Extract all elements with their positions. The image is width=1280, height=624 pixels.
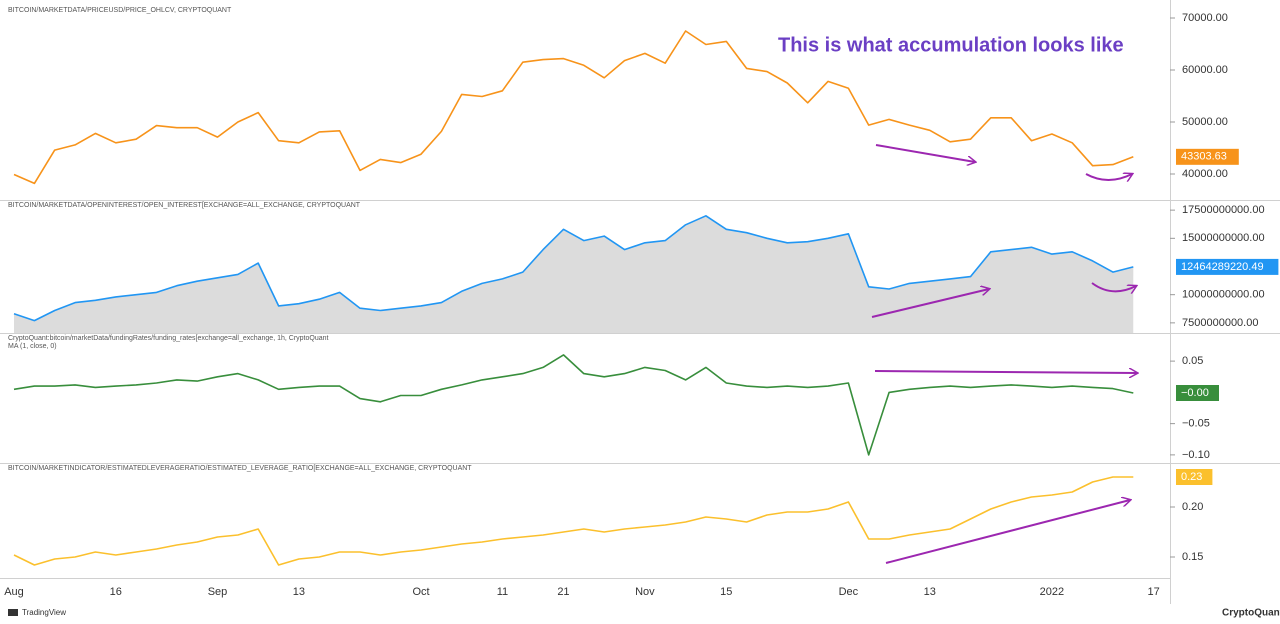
y-tick-label: 60000.00 xyxy=(1182,64,1228,76)
marks: BITCOIN/MARKETDATA/PRICEUSD/PRICE_OHLCV,… xyxy=(4,7,1279,598)
last-value-box xyxy=(1176,258,1279,275)
series-line xyxy=(13,30,1134,185)
x-tick-label: 2022 xyxy=(1040,586,1064,598)
series-line xyxy=(13,354,1134,456)
y-tick-label: 0.20 xyxy=(1182,501,1203,513)
panel-title: BITCOIN/MARKETDATA/OPENINTEREST/OPEN_INT… xyxy=(8,202,361,209)
last-value-box xyxy=(1176,469,1213,485)
last-value-label: 12464289220.49 xyxy=(1181,261,1264,273)
last-value-label: −0.00 xyxy=(1181,387,1209,399)
x-tick-label: Sep xyxy=(208,586,228,598)
last-value-label: 43303.63 xyxy=(1181,151,1227,163)
y-tick-label: 50000.00 xyxy=(1182,116,1228,128)
x-tick-label: 21 xyxy=(557,586,569,598)
series-line xyxy=(13,476,1134,566)
arrows xyxy=(871,144,1137,564)
y-tick-label: 40000.00 xyxy=(1182,168,1228,180)
y-tick-label: 10000000000.00 xyxy=(1182,289,1265,301)
frame xyxy=(0,0,1280,604)
x-tick-label: Nov xyxy=(635,586,655,598)
y-tick-label: 70000.00 xyxy=(1182,12,1228,24)
x-tick-label: Aug xyxy=(4,586,24,598)
x-tick-label: 11 xyxy=(497,586,508,598)
brand-left: TradingView xyxy=(22,608,66,617)
y-tick-label: 0.15 xyxy=(1182,551,1203,563)
last-value-box xyxy=(1176,385,1219,401)
y-tick-label: 15000000000.00 xyxy=(1182,232,1265,244)
panel-title: BITCOIN/MARKETINDICATOR/ESTIMATEDLEVERAG… xyxy=(8,465,472,472)
x-tick-label: 13 xyxy=(293,586,305,598)
series-line xyxy=(13,215,1134,322)
panel-title: CryptoQuant:bitcoin/marketData/fundingRa… xyxy=(8,335,329,342)
x-tick-label: 17 xyxy=(1147,586,1159,598)
annotation: This is what accumulation looks like xyxy=(778,34,1124,56)
area-fill xyxy=(14,215,1134,333)
panel-subtitle: MA (1, close, 0) xyxy=(8,343,57,350)
y-tick-label: 0.05 xyxy=(1182,355,1203,367)
x-tick-label: 13 xyxy=(924,586,936,598)
panel-title: BITCOIN/MARKETDATA/PRICEUSD/PRICE_OHLCV,… xyxy=(8,7,232,14)
x-tick-label: Oct xyxy=(412,586,429,598)
x-tick-label: 15 xyxy=(720,586,732,598)
y-tick-label: 17500000000.00 xyxy=(1182,204,1265,216)
y-tick-label: −0.10 xyxy=(1182,449,1210,461)
x-tick-label: Dec xyxy=(839,586,859,598)
last-value-box xyxy=(1176,148,1239,165)
y-tick-label: 7500000000.00 xyxy=(1182,317,1258,329)
brand-logo xyxy=(8,609,18,616)
x-tick-label: 16 xyxy=(110,586,122,598)
brand-right: CryptoQuant xyxy=(1222,608,1280,619)
last-value-label: 0.23 xyxy=(1181,471,1202,483)
y-tick-label: −0.05 xyxy=(1182,418,1210,430)
